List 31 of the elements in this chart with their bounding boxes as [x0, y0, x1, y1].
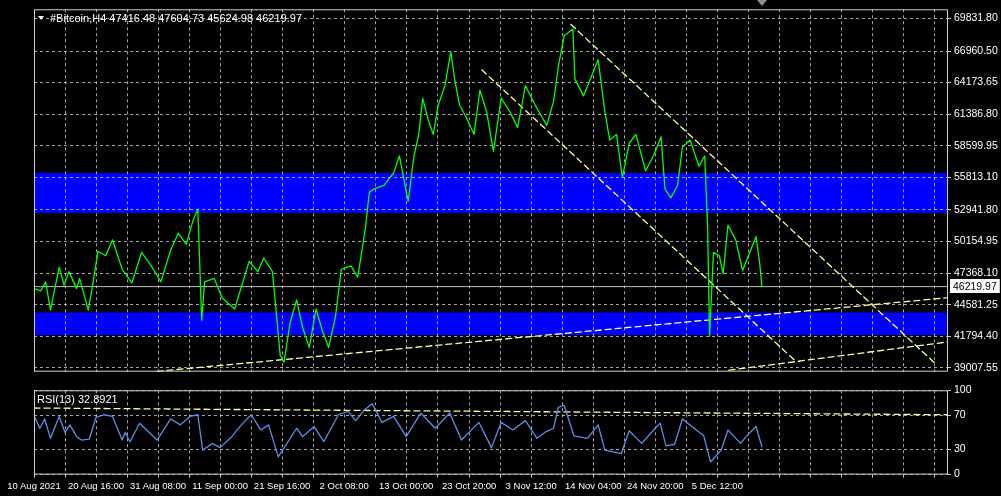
x-tick-label: 20 Aug 16:00 [68, 479, 125, 491]
x-tick-label: 5 Dec 12:00 [691, 479, 743, 491]
x-tick-label: 24 Nov 20:00 [627, 479, 684, 491]
y-tick-label: 61386.80 [954, 107, 998, 120]
y-tick-label: 64173.65 [954, 75, 998, 88]
y-tick-label: 52941.80 [954, 202, 998, 215]
x-tick-label: 31 Aug 08:00 [130, 479, 187, 491]
x-tick-label: 10 Aug 2021 [7, 479, 61, 491]
y-tick-label: 55813.10 [954, 170, 998, 183]
x-tick-label: 3 Nov 12:00 [505, 479, 557, 491]
x-tick-label: 23 Oct 20:00 [441, 479, 497, 491]
y-tick-label: 100 [954, 383, 972, 396]
y-tick-label: 70 [954, 408, 966, 421]
y-tick-label: 50154.95 [954, 234, 998, 247]
y-tick-label: 39007.55 [954, 360, 998, 373]
x-tick-label: 2 Oct 08:00 [319, 479, 369, 491]
x-tick-label: 11 Sep 00:00 [192, 479, 249, 491]
x-tick-label: 13 Oct 00:00 [378, 479, 434, 491]
ref-line-label: 46219.97 [953, 279, 997, 292]
y-tick-label: 66960.50 [954, 43, 998, 56]
y-tick-label: 44581.25 [954, 297, 998, 310]
y-tick-label: 0 [954, 467, 960, 480]
y-tick-label: 47368.10 [954, 265, 998, 278]
chart-title: RSI(13) 32.8921 [37, 392, 118, 405]
x-tick-label: 21 Sep 16:00 [253, 479, 311, 491]
chart-title: #Bitcoin,H4 47416.48 47604.73 45624.98 46219.97 [50, 11, 302, 24]
y-tick-label: 30 [954, 442, 966, 455]
y-tick-label: 41794.40 [954, 329, 998, 342]
y-tick-label: 69831.80 [954, 11, 998, 24]
y-tick-label: 58599.95 [954, 138, 998, 151]
x-tick-label: 14 Nov 04:00 [565, 479, 622, 491]
